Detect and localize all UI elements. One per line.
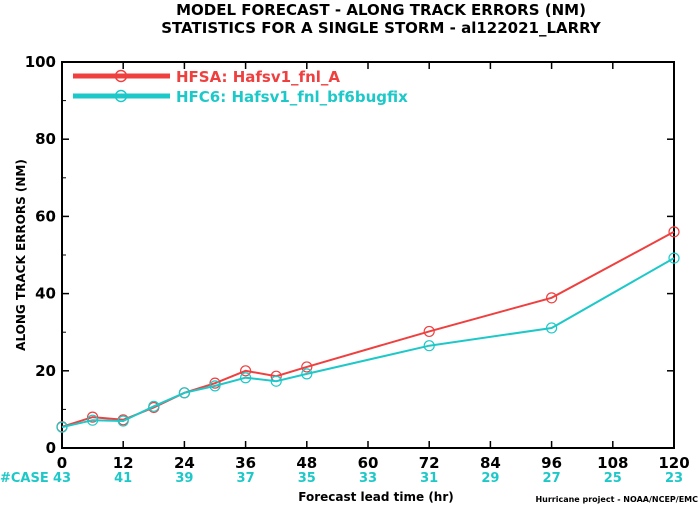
y-tick-label: 20 <box>35 362 56 380</box>
y-axis-label: ALONG TRACK ERRORS (NM) <box>14 159 28 351</box>
data-point <box>423 340 435 352</box>
data-point <box>86 414 99 426</box>
series-2 <box>56 252 680 433</box>
data-point <box>301 361 313 373</box>
x-tick-label: 24 <box>174 454 195 472</box>
x-tick-label: 0 <box>57 454 67 472</box>
legend-marker <box>114 69 128 83</box>
legend-label: HFC6: Hafsv1_fnl_bf6bugfix <box>176 88 408 106</box>
legend-label: HFSA: Hafsv1_fnl_A <box>176 68 340 86</box>
series-1 <box>56 226 680 433</box>
case-count: 33 <box>359 471 377 486</box>
data-point <box>117 415 129 427</box>
credit-text: Hurricane project - NOAA/NCEP/EMC <box>535 495 698 504</box>
case-count: 27 <box>543 471 561 486</box>
series-line <box>61 230 675 428</box>
data-point <box>209 380 221 392</box>
data-point <box>301 368 313 380</box>
x-tick-label: 48 <box>296 454 317 472</box>
case-count: 31 <box>420 471 438 486</box>
case-label: #CASE <box>0 471 49 486</box>
series-layer <box>56 226 680 433</box>
data-point <box>148 400 160 412</box>
y-tick-label: 0 <box>46 439 56 457</box>
x-tick-label: 60 <box>358 454 379 472</box>
chart-title: MODEL FORECAST - ALONG TRACK ERRORS (NM) <box>176 1 586 19</box>
x-tick-label: 96 <box>541 454 562 472</box>
case-count: 39 <box>175 471 193 486</box>
data-point <box>209 377 221 389</box>
case-count: 29 <box>481 471 499 486</box>
case-count: 25 <box>604 471 622 486</box>
plot-frame <box>61 61 675 449</box>
x-axis: 0 12 24 36 48 60 72 84 96 108 120 <box>57 62 690 472</box>
data-point <box>545 322 558 334</box>
case-count: 37 <box>237 471 255 486</box>
legend: HFSA: Hafsv1_fnl_A HFC6: Hafsv1_fnl_bf6bu… <box>73 68 408 106</box>
case-counts-row: 43 41 39 37 35 33 31 29 27 25 23 <box>53 471 683 486</box>
case-count: 41 <box>114 471 132 486</box>
legend-marker <box>114 89 128 103</box>
data-point <box>240 372 252 384</box>
data-point <box>56 421 68 433</box>
data-point <box>270 375 282 387</box>
data-point <box>668 252 680 264</box>
case-count: 23 <box>665 471 683 486</box>
y-tick-label: 80 <box>35 130 56 148</box>
data-point <box>178 387 190 399</box>
x-tick-label: 120 <box>658 454 689 472</box>
x-tick-label: 36 <box>235 454 256 472</box>
x-tick-label: 84 <box>480 454 501 472</box>
y-tick-label: 40 <box>35 285 56 303</box>
legend-item: HFC6: Hafsv1_fnl_bf6bugfix <box>73 88 408 106</box>
chart-subtitle: STATISTICS FOR A SINGLE STORM - al122021… <box>161 19 602 37</box>
legend-item: HFSA: Hafsv1_fnl_A <box>73 68 340 86</box>
y-tick-label: 60 <box>35 207 56 225</box>
data-point <box>86 411 99 423</box>
x-tick-label: 12 <box>113 454 134 472</box>
data-point <box>668 226 680 238</box>
x-tick-label: 108 <box>597 454 628 472</box>
x-axis-label: Forecast lead time (hr) <box>298 490 454 504</box>
case-count: 43 <box>53 471 71 486</box>
data-point <box>240 365 252 377</box>
case-count: 35 <box>298 471 316 486</box>
y-tick-label: 100 <box>25 53 56 71</box>
y-axis: 0 20 40 60 80 100 <box>25 53 674 457</box>
x-tick-label: 72 <box>419 454 440 472</box>
data-point <box>545 292 558 304</box>
data-point <box>423 325 435 338</box>
